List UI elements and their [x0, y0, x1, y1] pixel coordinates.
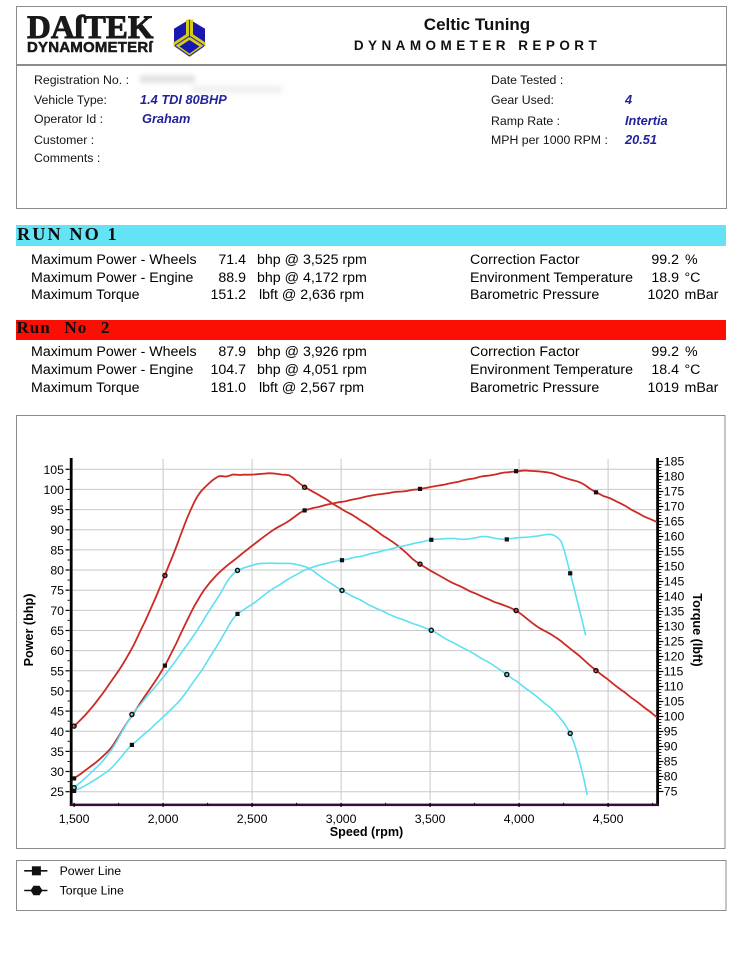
- svg-text:60: 60: [50, 644, 64, 658]
- svg-text:180: 180: [664, 470, 685, 484]
- svg-text:170: 170: [664, 500, 685, 514]
- svg-text:50: 50: [50, 685, 64, 699]
- svg-text:85: 85: [50, 543, 64, 557]
- svg-text:185: 185: [664, 455, 685, 469]
- svg-text:2,000: 2,000: [148, 812, 179, 826]
- svg-text:150: 150: [664, 560, 685, 574]
- svg-text:75: 75: [50, 584, 64, 598]
- svg-text:135: 135: [664, 605, 685, 619]
- svg-text:Speed (rpm): Speed (rpm): [330, 825, 403, 839]
- svg-text:Power (bhp): Power (bhp): [22, 594, 36, 667]
- svg-text:25: 25: [50, 785, 64, 799]
- svg-text:105: 105: [664, 695, 685, 709]
- svg-text:80: 80: [664, 770, 678, 784]
- svg-text:110: 110: [664, 680, 684, 694]
- svg-text:45: 45: [50, 705, 64, 719]
- svg-text:3,000: 3,000: [326, 812, 357, 826]
- svg-text:Power Line: Power Line: [60, 864, 122, 878]
- svg-text:35: 35: [50, 745, 64, 759]
- svg-text:1,500: 1,500: [59, 812, 90, 826]
- svg-text:4,500: 4,500: [593, 812, 624, 826]
- svg-text:90: 90: [50, 523, 64, 537]
- svg-text:95: 95: [664, 725, 678, 739]
- svg-text:75: 75: [664, 785, 678, 799]
- svg-text:120: 120: [664, 650, 685, 664]
- svg-text:130: 130: [664, 620, 685, 634]
- svg-text:140: 140: [664, 590, 685, 604]
- svg-text:115: 115: [664, 665, 684, 679]
- svg-text:85: 85: [664, 755, 678, 769]
- svg-text:165: 165: [664, 515, 685, 529]
- svg-text:Torque Line: Torque Line: [60, 883, 124, 897]
- svg-text:160: 160: [664, 530, 685, 544]
- svg-text:55: 55: [50, 664, 64, 678]
- svg-text:3,500: 3,500: [415, 812, 446, 826]
- svg-text:145: 145: [664, 575, 685, 589]
- svg-text:70: 70: [50, 604, 64, 618]
- svg-text:175: 175: [664, 485, 685, 499]
- svg-text:125: 125: [664, 635, 685, 649]
- svg-text:155: 155: [664, 545, 685, 559]
- svg-text:4,000: 4,000: [504, 812, 535, 826]
- svg-text:100: 100: [664, 710, 685, 724]
- svg-text:40: 40: [50, 725, 64, 739]
- svg-text:2,500: 2,500: [237, 812, 268, 826]
- svg-text:95: 95: [50, 503, 64, 517]
- svg-text:30: 30: [50, 765, 64, 779]
- svg-text:65: 65: [50, 624, 64, 638]
- svg-text:100: 100: [43, 483, 64, 497]
- svg-text:80: 80: [50, 564, 64, 578]
- svg-text:90: 90: [664, 740, 678, 754]
- svg-text:Torque (lbft): Torque (lbft): [690, 593, 704, 666]
- svg-text:105: 105: [43, 463, 64, 477]
